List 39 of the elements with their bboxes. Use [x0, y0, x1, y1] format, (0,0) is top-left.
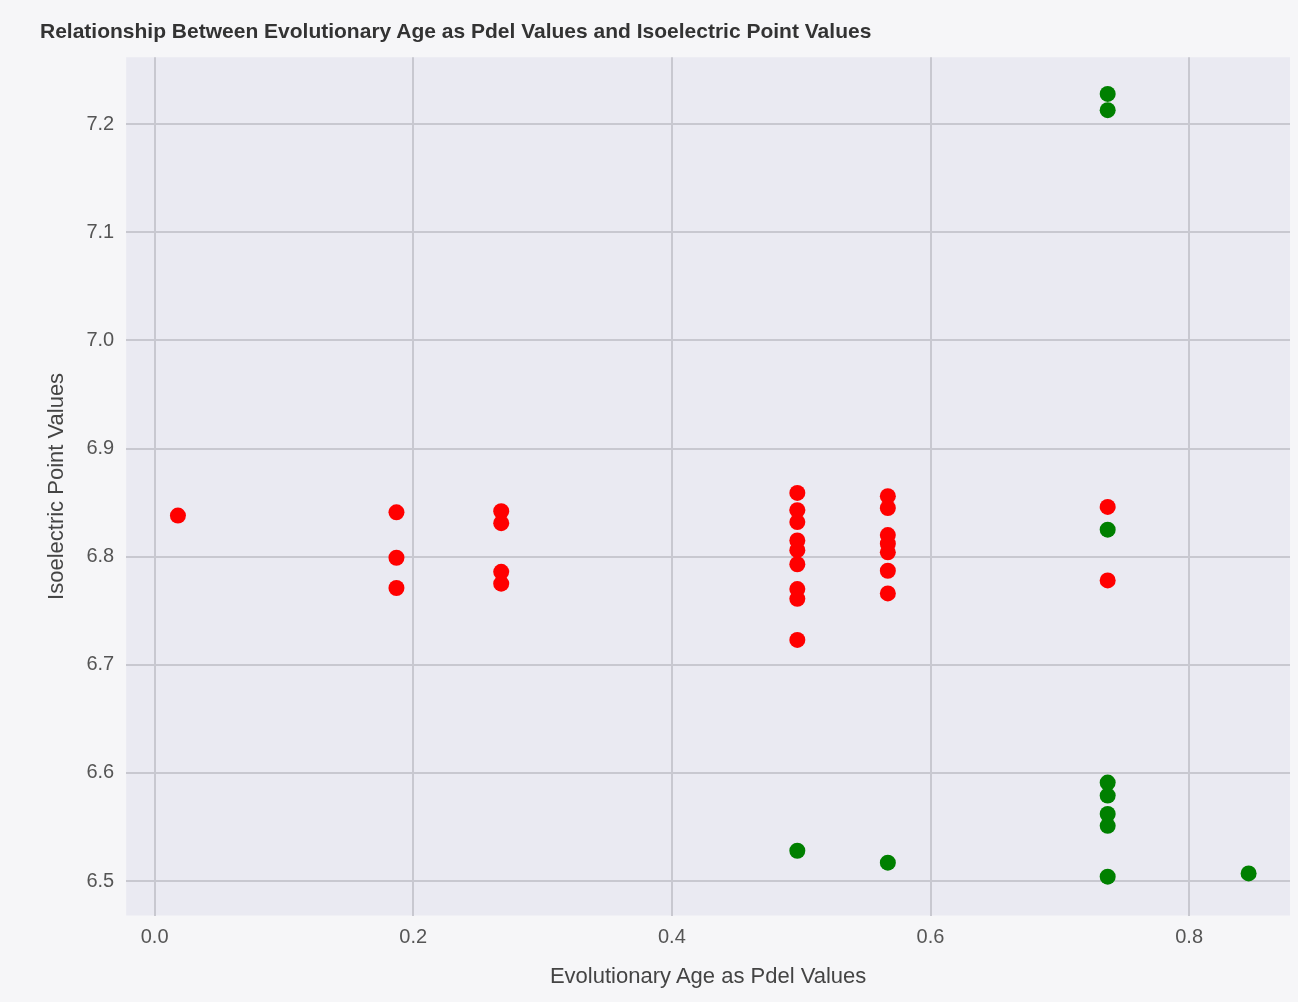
point: [1240, 865, 1257, 882]
point: [493, 515, 510, 532]
x-axis-title: Evolutionary Age as Pdel Values: [549, 962, 867, 988]
point: [1099, 868, 1116, 885]
point: [879, 585, 896, 602]
x-tick-label: 0.0: [140, 925, 169, 948]
y-tick-label: 6.7: [86, 652, 115, 675]
point: [1099, 102, 1116, 119]
point: [1099, 787, 1116, 804]
point: [388, 504, 405, 521]
x-tick-label: 0.8: [1175, 925, 1204, 948]
point: [169, 507, 186, 524]
point: [789, 514, 806, 531]
point: [879, 500, 896, 517]
y-tick-label: 6.8: [86, 544, 115, 567]
point: [879, 562, 896, 579]
y-tick-label: 7.1: [86, 219, 115, 242]
y-tick-label: 7.2: [86, 111, 115, 134]
point: [879, 854, 896, 871]
y-tick-label: 7.0: [86, 327, 115, 350]
point: [388, 580, 405, 597]
x-tick-label: 0.2: [399, 925, 428, 948]
point: [789, 842, 806, 859]
y-tick-label: 6.5: [86, 868, 115, 891]
point: [1099, 498, 1116, 515]
x-tick-label: 0.6: [916, 925, 945, 948]
y-tick-label: 6.6: [86, 760, 115, 783]
point: [1099, 85, 1116, 102]
x-tick-label: 0.4: [657, 925, 686, 948]
point: [789, 631, 806, 648]
chart-title: Relationship Between Evolutionary Age as Pdel Values and Isoelectric Point Values: [40, 19, 872, 43]
point: [789, 484, 806, 501]
point: [388, 549, 405, 566]
point: [493, 575, 510, 592]
y-tick-label: 6.9: [86, 436, 115, 459]
y-axis-title: Isoelectric Point Values: [43, 372, 69, 600]
point: [1099, 572, 1116, 589]
point: [789, 556, 806, 573]
point: [1099, 521, 1116, 538]
